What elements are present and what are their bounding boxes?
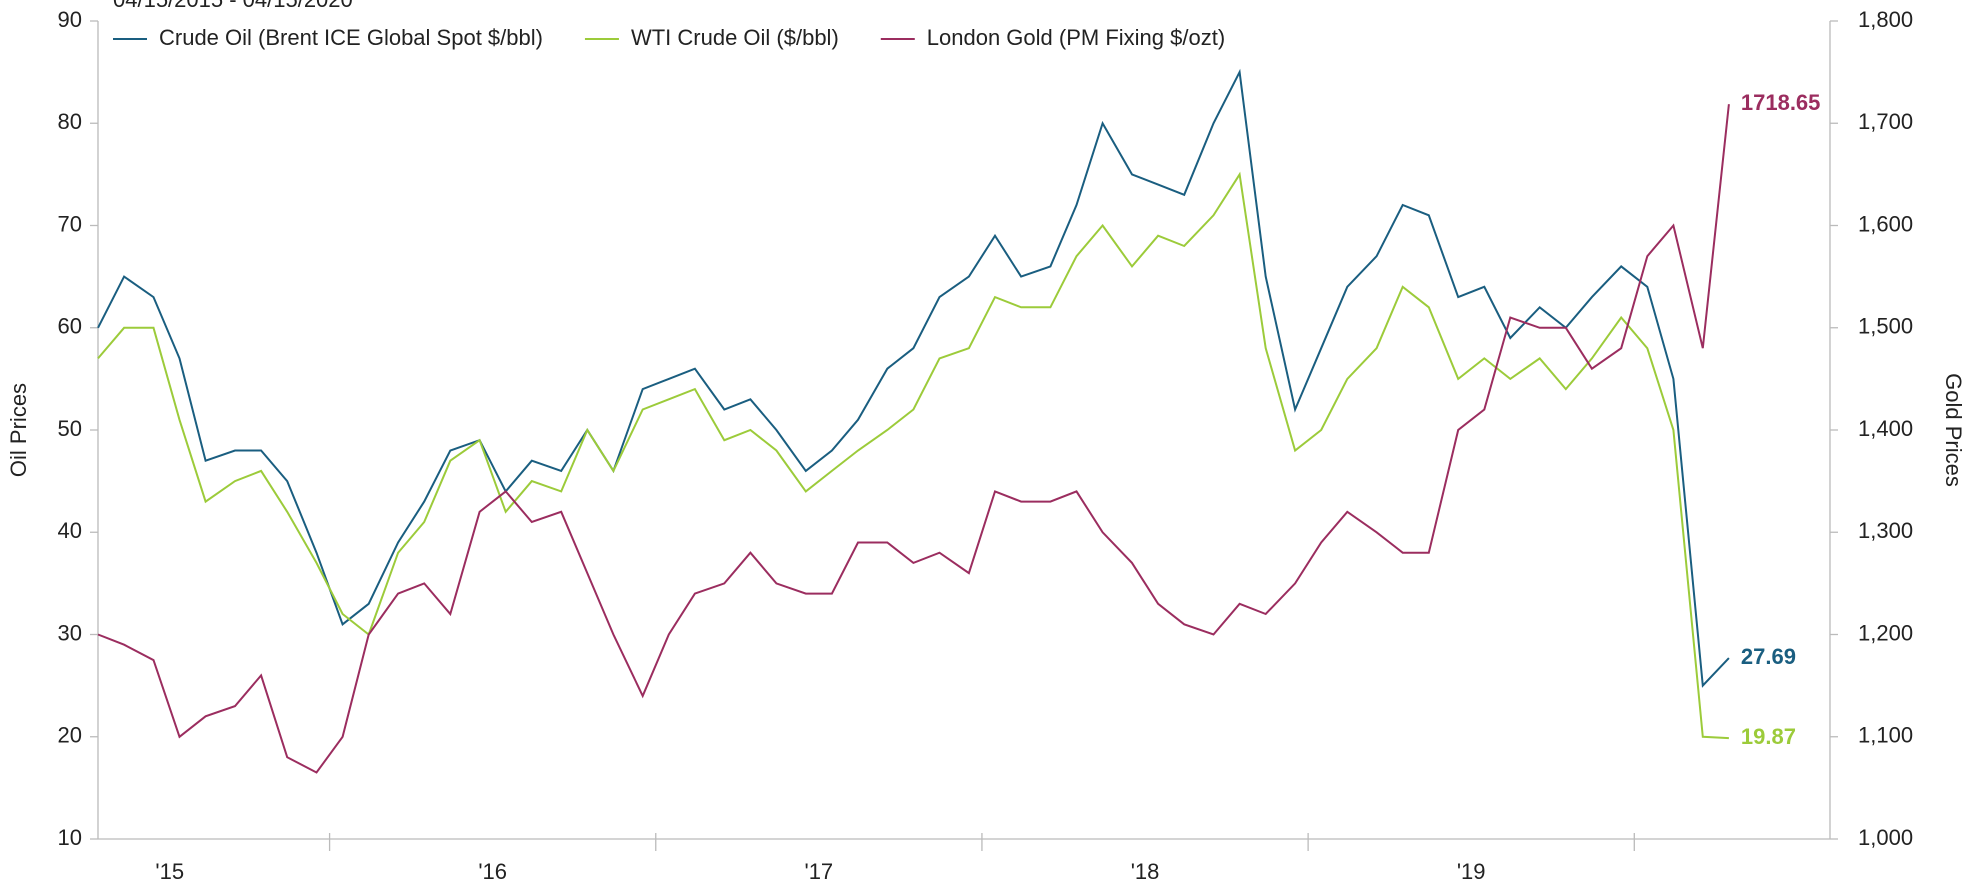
y-axis-title: Oil Prices (6, 383, 31, 477)
series-line (97, 104, 1730, 774)
y-tick-label: 80 (58, 109, 82, 134)
chart-subtitle: 04/15/2015 - 04/15/2020 (113, 0, 353, 12)
y2-tick-label: 1,700 (1858, 109, 1913, 134)
end-value-label: 1718.65 (1741, 90, 1821, 115)
y2-tick-label: 1,800 (1858, 7, 1913, 32)
legend-label: WTI Crude Oil ($/bbl) (631, 25, 839, 50)
x-tick-label: '15 (155, 859, 184, 884)
y-tick-label: 60 (58, 314, 82, 339)
y2-tick-label: 1,000 (1858, 825, 1913, 850)
y2-axis-title: Gold Prices (1941, 373, 1966, 487)
end-value-label: 27.69 (1741, 644, 1796, 669)
y2-tick-label: 1,200 (1858, 620, 1913, 645)
y-tick-label: 20 (58, 723, 82, 748)
x-tick-label: '16 (478, 859, 507, 884)
y-tick-label: 90 (58, 7, 82, 32)
y-tick-label: 70 (58, 211, 82, 236)
series-line (97, 68, 1730, 688)
y-tick-label: 10 (58, 825, 82, 850)
y2-tick-label: 1,400 (1858, 416, 1913, 441)
end-value-label: 19.87 (1741, 724, 1796, 749)
y-tick-label: 40 (58, 518, 82, 543)
x-tick-label: '19 (1457, 859, 1486, 884)
y-tick-label: 30 (58, 620, 82, 645)
y-tick-label: 50 (58, 416, 82, 441)
x-tick-label: '17 (805, 859, 834, 884)
y2-tick-label: 1,300 (1858, 518, 1913, 543)
y2-tick-label: 1,500 (1858, 314, 1913, 339)
y2-tick-label: 1,600 (1858, 211, 1913, 236)
series-line (97, 171, 1729, 740)
y2-tick-label: 1,100 (1858, 723, 1913, 748)
x-tick-label: '18 (1131, 859, 1160, 884)
legend-label: Crude Oil (Brent ICE Global Spot $/bbl) (159, 25, 543, 50)
legend-label: London Gold (PM Fixing $/ozt) (927, 25, 1225, 50)
